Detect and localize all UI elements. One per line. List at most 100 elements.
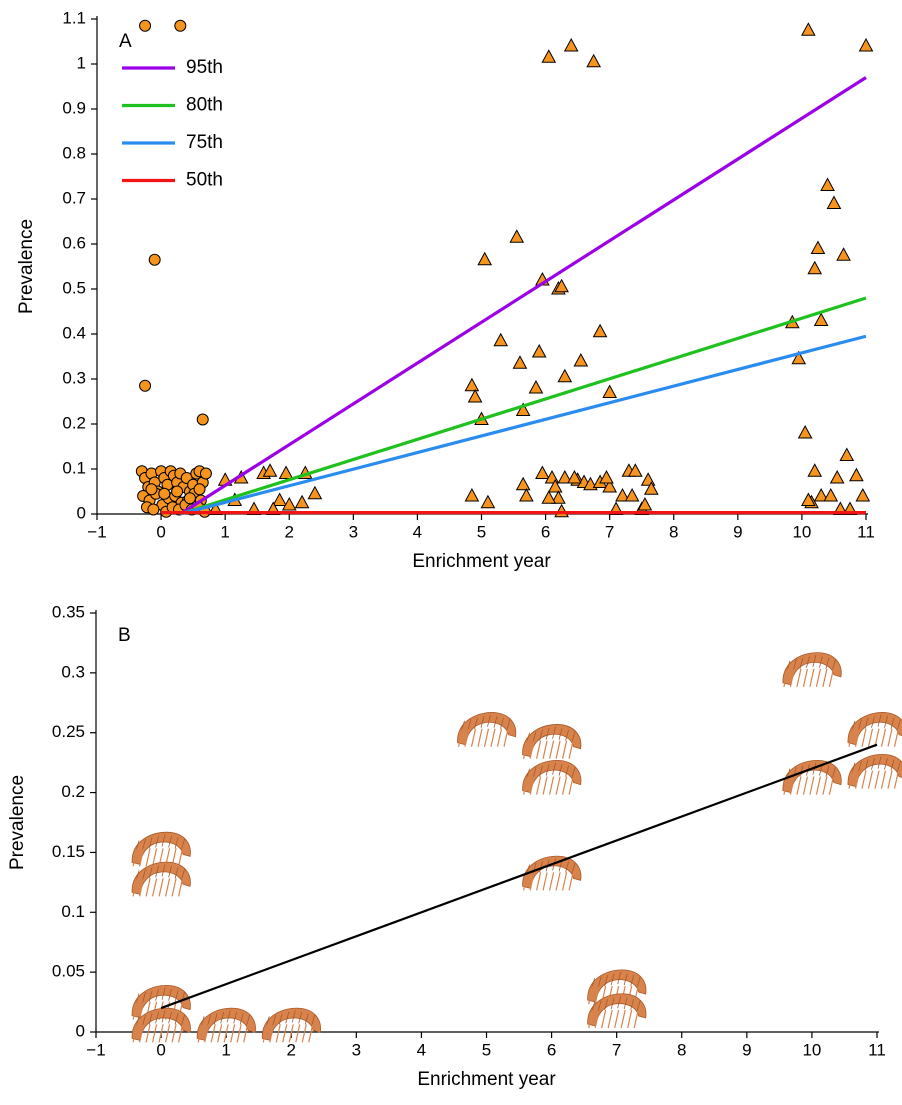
amphipod-segment [142,838,146,850]
x-tick-label: 10 [792,522,811,541]
amphipod-leg [561,776,568,795]
amphipod-segment [623,973,628,986]
amphipod-leg [542,740,548,759]
data-point [467,388,483,403]
amphipod-leg [561,740,568,759]
trend-line [179,76,867,516]
amphipod-leg [145,878,151,897]
amphipod-leg [132,1001,138,1020]
x-tick-label: 7 [605,522,614,541]
amphipod-leg [308,1024,314,1043]
amphipod-segment [155,835,159,848]
amphipod-leg [822,668,828,687]
amphipod-segment [545,763,550,776]
amphipod-segment [174,837,179,849]
amphipod-leg [132,1024,138,1043]
data-point [145,483,158,496]
data-point [627,463,643,477]
x-axis-title: Enrichment year [412,551,551,572]
data-point [528,379,544,394]
amphipod-segment [799,657,804,669]
amphipod-leg [177,848,184,867]
amphipod-segment [604,998,609,1011]
x-tick-label: 8 [677,1040,686,1059]
amphipod-segment [636,976,641,988]
amphipod-leg [633,1009,639,1029]
amphipod-leg [809,776,815,795]
x-tick-label: 2 [287,1040,296,1059]
amphipod-segment [148,867,153,879]
amphipod-segment [474,717,478,729]
amphipod-segment [630,998,635,1011]
amphipod-segment [291,1010,296,1023]
amphipod-leg [783,668,789,687]
legend-label: 50th [186,170,223,191]
amphipod-leg [230,1024,236,1043]
amphipod-segment [617,972,622,985]
amphipod-leg [158,878,164,897]
data-point [624,487,640,502]
amphipod-body [847,712,902,746]
amphipod-leg [789,668,796,687]
data-point [199,467,212,480]
data-point [272,492,287,506]
amphipod-segment [155,865,159,878]
amphipod-segment [155,989,159,1001]
amphipod-point [457,712,517,747]
amphipod-leg [522,740,529,759]
x-tick-label: 6 [547,1040,556,1059]
data-point [541,49,557,63]
data-point [849,467,864,482]
amphipod-segment [571,766,576,778]
amphipod-segment [565,729,569,741]
data-point [519,487,534,502]
amphipod-leg [548,872,555,891]
data-point [637,496,653,511]
amphipod-leg [171,1024,177,1043]
data-point [791,350,807,365]
data-point [464,377,480,392]
amphipod-leg [171,878,177,897]
data-point [839,447,855,461]
amphipod-segment [552,762,556,775]
amphipod-segment [148,990,153,1002]
legend-label: 80th [186,95,223,116]
amphipod-point [782,652,842,687]
amphipod-leg [464,728,470,747]
amphipod-leg [822,776,828,795]
amphipod-segment [871,716,875,728]
x-tick-label: 4 [413,522,422,541]
data-point [557,368,573,383]
amphipod-segment [636,1000,641,1012]
data-point [813,487,829,502]
amphipod-body [522,759,582,794]
amphipod-leg [874,770,880,789]
data-point [464,487,480,502]
data-point [836,247,851,261]
amphipod-point [782,759,842,795]
amphipod-body [131,861,191,895]
data-point [509,229,525,243]
amphipod-segment [565,861,569,873]
amphipod-body [261,1007,321,1041]
x-tick-label: 0 [156,1040,165,1059]
amphipod-segment [155,1011,159,1024]
amphipod-segment [897,761,901,772]
amphipod-segment [148,1013,153,1025]
amphipod-leg [796,776,802,795]
amphipod-segment [890,759,895,771]
data-point [820,177,835,191]
amphipod-segment [604,974,609,987]
data-point [640,472,656,486]
data-point [196,413,209,426]
data-point [554,278,569,293]
trend-line [160,743,878,1010]
amphipod-segment [285,1011,290,1024]
amphipod-segment [539,729,543,741]
amphipod-leg [529,872,535,891]
amphipod-leg [893,770,900,789]
y-axis-title: Prevalence [16,219,37,314]
amphipod-leg [809,668,815,687]
amphipod-body [522,855,582,889]
amphipod-leg [158,1024,164,1043]
